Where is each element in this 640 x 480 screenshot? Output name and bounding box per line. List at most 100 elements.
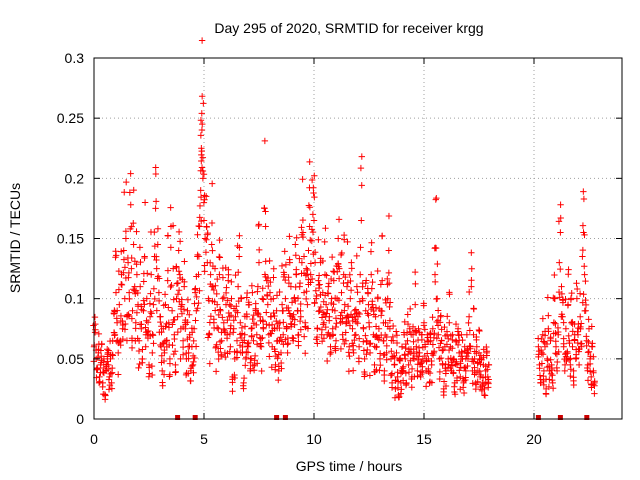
data-point: [359, 283, 366, 291]
data-point: [136, 244, 144, 251]
data-point: [585, 316, 592, 323]
data-point: [352, 331, 359, 338]
data-point: [434, 307, 442, 314]
data-point: [347, 287, 355, 294]
data-point: [570, 377, 577, 385]
data-point: [329, 331, 337, 338]
data-point: [588, 373, 595, 381]
data-point: [282, 295, 289, 302]
data-point: [297, 307, 304, 315]
data-point: [271, 312, 278, 320]
data-point: [276, 288, 283, 296]
data-point: [215, 311, 222, 319]
data-point: [224, 316, 231, 324]
data-point: [130, 186, 137, 194]
data-point: [146, 370, 153, 377]
data-point: [458, 331, 465, 338]
data-point: [429, 341, 437, 348]
data-point: [322, 323, 329, 331]
data-point: [428, 379, 436, 386]
data-point: [263, 309, 270, 316]
data-point: [271, 366, 279, 373]
data-point: [383, 333, 390, 341]
data-point: [323, 357, 331, 365]
data-point: [286, 233, 293, 240]
data-point: [481, 392, 489, 399]
data-point: [349, 325, 356, 332]
data-point: [102, 392, 109, 399]
data-point: [408, 365, 416, 373]
data-point: [562, 296, 569, 303]
data-point: [108, 351, 116, 358]
data-point: [426, 330, 434, 338]
data-point: [445, 346, 453, 354]
data-point: [273, 317, 280, 325]
data-point: [580, 188, 587, 195]
data-point: [304, 325, 312, 332]
data-point: [216, 271, 223, 278]
data-point: [547, 334, 554, 341]
data-point: [379, 232, 386, 240]
data-point: [296, 255, 303, 262]
data-point: [229, 388, 236, 395]
data-point: [310, 189, 317, 197]
axis-ticks: [93, 57, 622, 420]
data-point: [399, 365, 406, 372]
data-point: [483, 352, 490, 359]
data-point: [201, 262, 208, 269]
data-point: [353, 252, 360, 260]
data-point: [454, 328, 462, 335]
data-point: [453, 374, 461, 382]
data-point: [295, 338, 302, 345]
data-point: [150, 340, 157, 347]
data-point: [197, 193, 205, 201]
data-point: [383, 342, 390, 350]
data-point: [335, 235, 342, 242]
data-point: [404, 320, 412, 328]
data-point: [328, 253, 336, 261]
data-point: [153, 307, 161, 314]
data-point: [574, 328, 581, 335]
data-point: [198, 164, 206, 171]
data-point: [337, 312, 344, 319]
data-point: [142, 324, 149, 331]
data-point: [193, 293, 200, 301]
data-point: [417, 368, 425, 375]
data-point: [428, 357, 435, 365]
data-point: [315, 284, 323, 292]
data-point: [126, 289, 133, 296]
data-point: [377, 281, 385, 288]
data-point: [128, 344, 136, 352]
data-point: [190, 337, 197, 345]
data-point: [393, 339, 401, 347]
data-point: [405, 361, 412, 369]
data-point: [155, 289, 163, 296]
data-point: [150, 285, 158, 292]
data-point: [452, 337, 460, 344]
zero-marker: [175, 415, 181, 420]
data-point: [316, 307, 323, 314]
data-point: [119, 317, 126, 325]
data-point: [120, 256, 128, 263]
data-point: [557, 229, 564, 236]
data-point: [344, 312, 351, 319]
data-point: [259, 285, 266, 292]
data-point: [219, 314, 226, 321]
data-point: [435, 331, 442, 338]
data-point: [435, 344, 443, 351]
data-point: [172, 369, 179, 376]
data-point: [104, 365, 112, 373]
data-point: [270, 265, 277, 272]
data-point: [346, 352, 353, 360]
data-point: [321, 271, 329, 278]
data-point: [476, 367, 483, 375]
data-point: [297, 326, 305, 333]
data-point: [571, 336, 578, 343]
data-point: [174, 328, 182, 336]
data-point: [384, 275, 391, 283]
data-point: [213, 324, 221, 331]
data-point: [419, 369, 426, 377]
data-point: [344, 238, 351, 246]
data-point: [381, 377, 388, 385]
data-point: [470, 358, 477, 365]
